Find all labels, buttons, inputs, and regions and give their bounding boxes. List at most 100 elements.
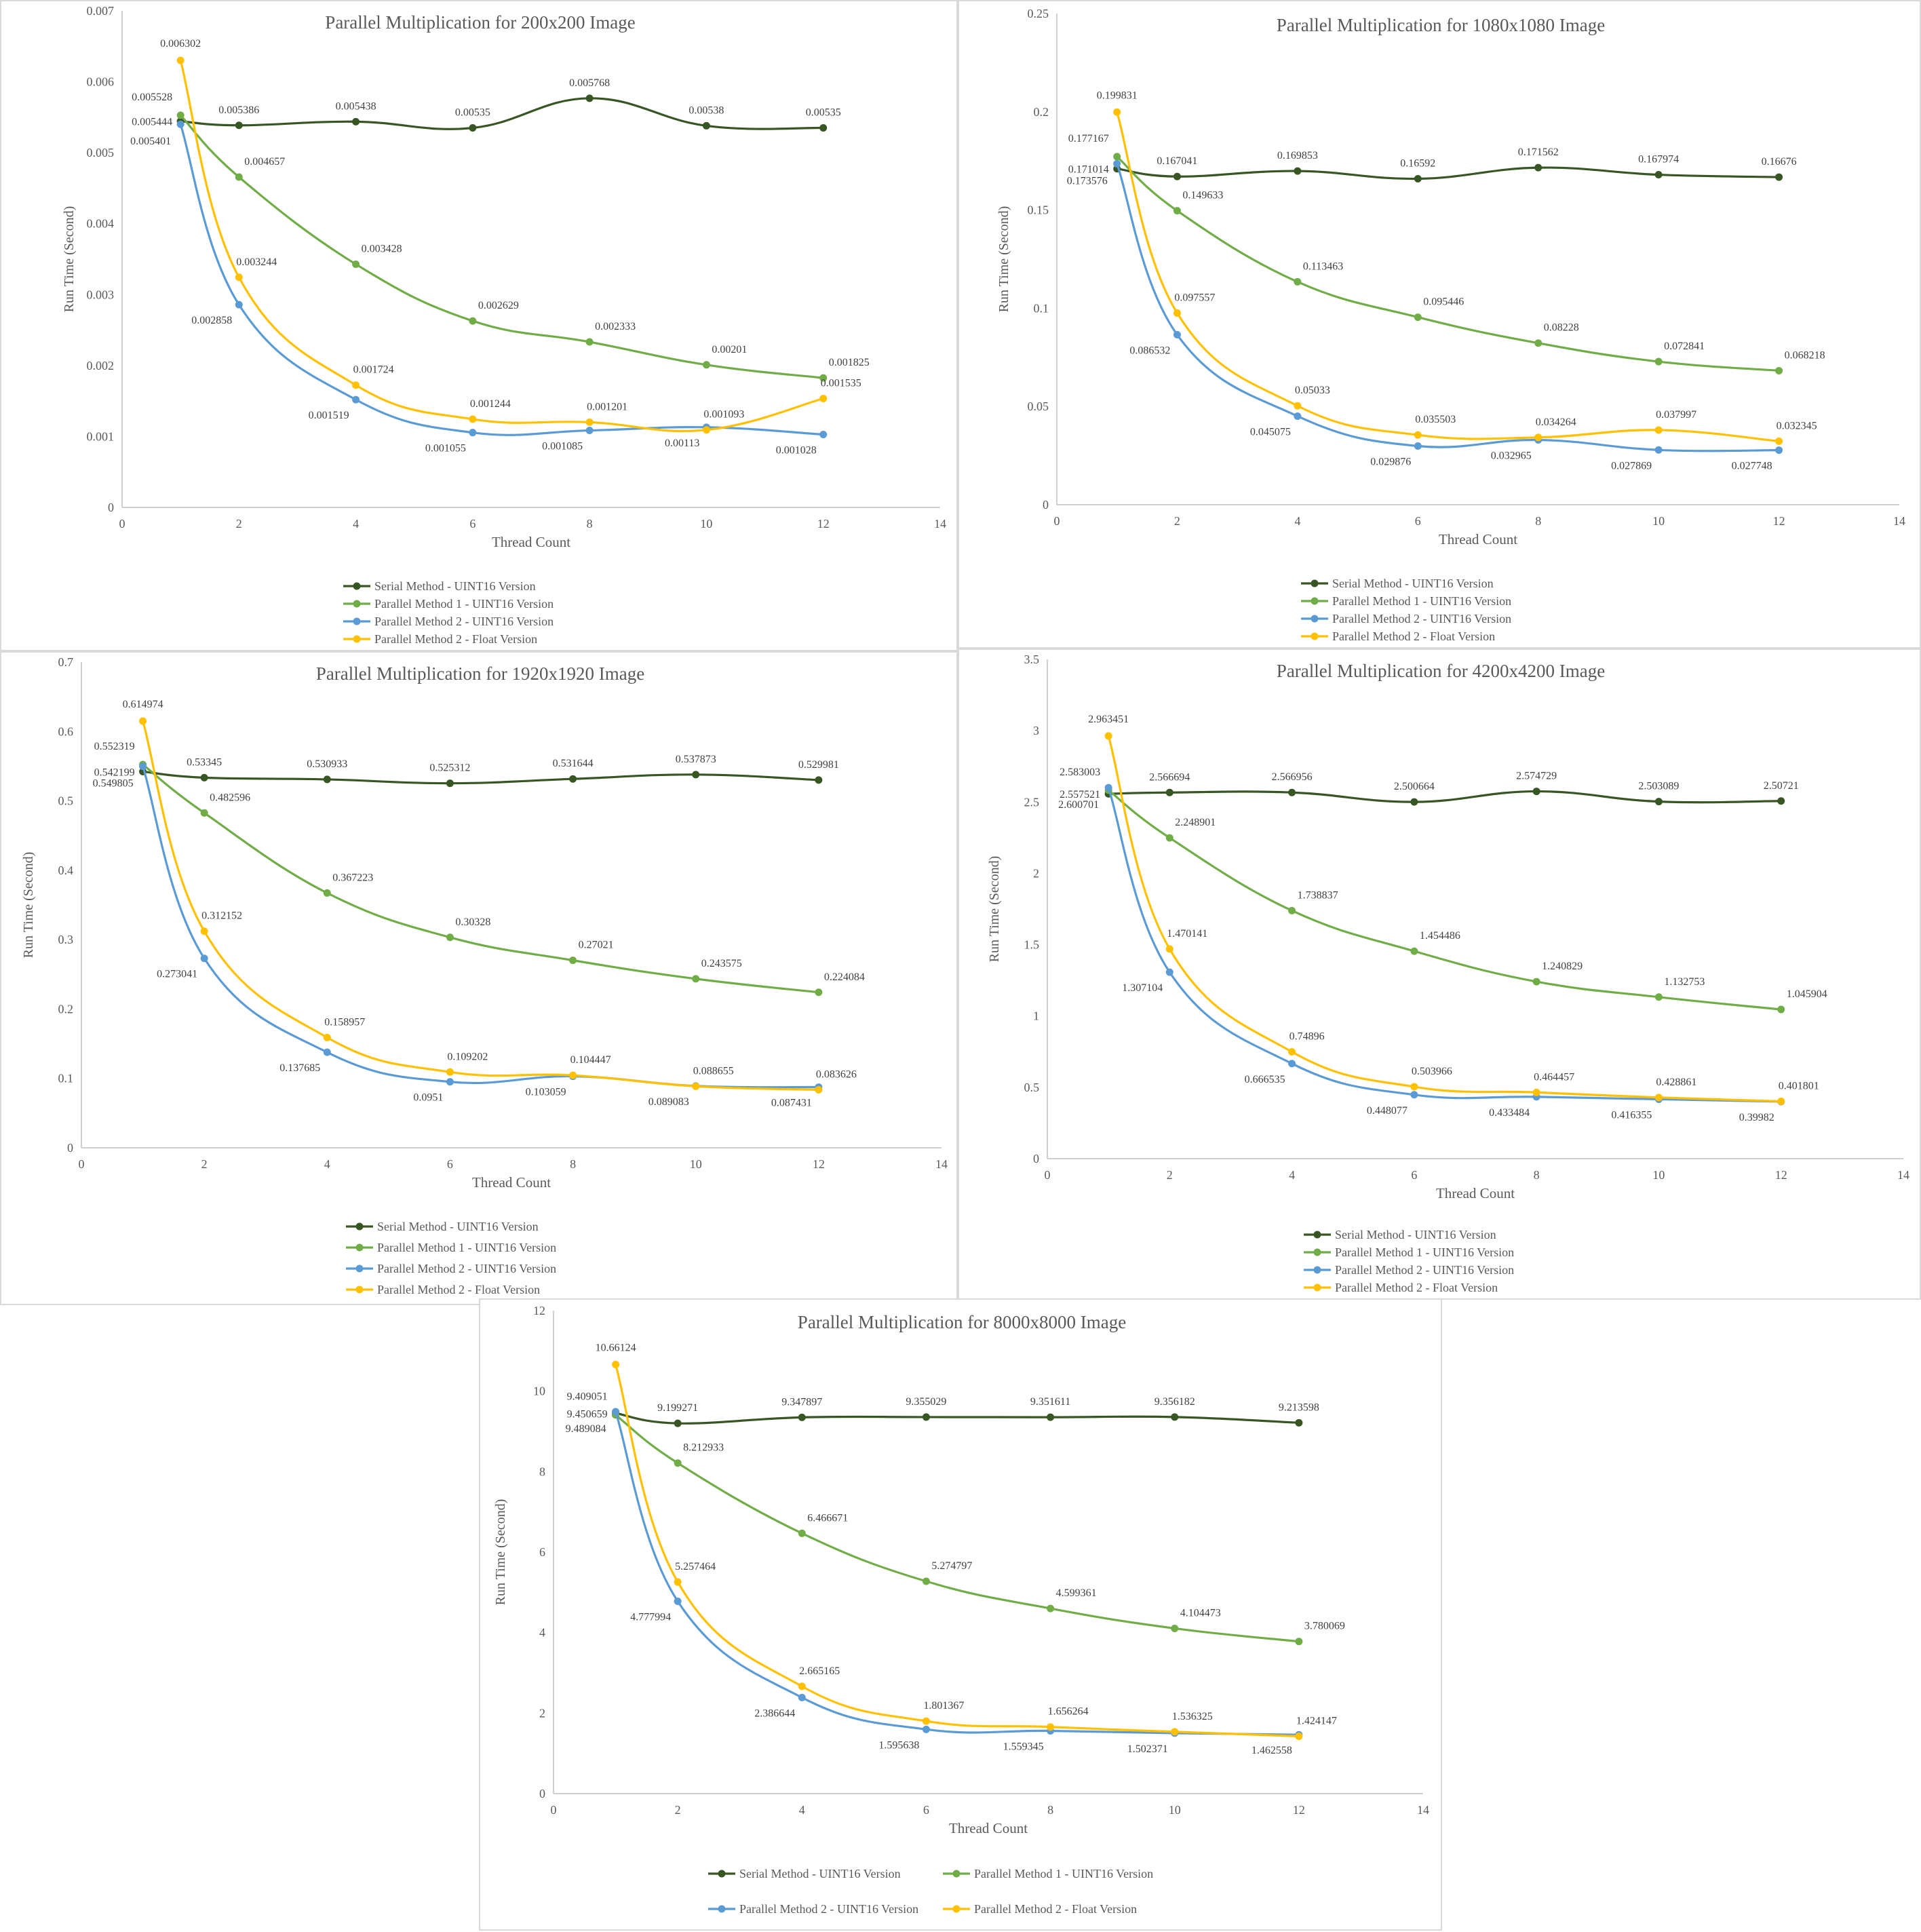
data-point — [922, 1413, 930, 1421]
legend-swatch-marker — [355, 1222, 364, 1231]
data-label: 0.001535 — [821, 377, 861, 389]
data-label: 9.450659 — [567, 1408, 608, 1420]
data-point — [1173, 330, 1181, 339]
data-point — [922, 1577, 930, 1585]
x-tick-label: 14 — [935, 1157, 948, 1171]
data-label: 1.462558 — [1251, 1745, 1292, 1756]
data-label: 0.529981 — [798, 759, 839, 771]
x-tick-label: 0 — [119, 517, 125, 530]
x-tick-label: 2 — [1174, 514, 1180, 528]
data-point — [323, 889, 331, 897]
data-label: 2.963451 — [1088, 714, 1129, 725]
x-tick-label: 14 — [1417, 1803, 1429, 1817]
y-tick-label: 8 — [539, 1465, 545, 1478]
data-label: 9.351611 — [1030, 1396, 1070, 1408]
data-point — [692, 1082, 700, 1090]
data-label: 0.005768 — [569, 77, 610, 89]
data-point — [922, 1725, 930, 1733]
data-point — [798, 1682, 806, 1690]
y-tick-label: 1.5 — [1024, 938, 1040, 952]
x-axis-label: Thread Count — [949, 1820, 1028, 1836]
legend-entry: Parallel Method 2 - Float Version — [1332, 630, 1495, 643]
data-label: 5.257464 — [675, 1561, 716, 1572]
data-point — [1104, 784, 1112, 792]
data-point — [1173, 207, 1181, 215]
data-label: 0.072841 — [1664, 341, 1705, 352]
x-tick-label: 2 — [201, 1157, 208, 1171]
data-point — [200, 954, 208, 963]
data-label: 2.500664 — [1394, 781, 1435, 792]
data-point — [1294, 402, 1302, 410]
chart-panel-4200: Parallel Multiplication for 4200x4200 Im… — [958, 649, 1921, 1300]
data-label: 4.777994 — [630, 1612, 671, 1623]
y-tick-label: 0.007 — [87, 4, 115, 18]
data-point — [1414, 431, 1422, 439]
data-point — [235, 301, 243, 309]
series-line — [615, 1364, 1299, 1738]
chart-panel-1920: Parallel Multiplication for 1920x1920 Im… — [0, 651, 958, 1305]
legend-swatch-marker — [1313, 1283, 1321, 1292]
data-point — [1410, 798, 1418, 806]
chart-title: Parallel Multiplication for 200x200 Imag… — [325, 12, 635, 33]
data-label: 8.212933 — [683, 1442, 724, 1454]
data-point — [569, 957, 577, 965]
y-tick-label: 0.2 — [1034, 105, 1049, 119]
chart-4200: Parallel Multiplication for 4200x4200 Im… — [987, 653, 1909, 1294]
data-label: 2.566694 — [1149, 771, 1190, 783]
data-point — [1654, 358, 1663, 366]
data-label: 2.386644 — [754, 1707, 795, 1719]
data-label: 9.213598 — [1279, 1402, 1319, 1413]
data-label: 0.035503 — [1415, 414, 1456, 425]
data-point — [815, 776, 823, 784]
data-label: 0.001028 — [776, 445, 817, 457]
y-tick-label: 0 — [67, 1141, 73, 1155]
data-label: 0.169853 — [1277, 150, 1318, 161]
data-label: 0.027869 — [1611, 460, 1652, 471]
data-label: 0.006302 — [160, 38, 201, 50]
x-tick-label: 4 — [1289, 1168, 1295, 1182]
data-point — [1165, 968, 1173, 976]
legend-entry: Parallel Method 2 - UINT16 Version — [377, 1262, 556, 1275]
legend-swatch-marker — [353, 582, 361, 590]
data-point — [1113, 159, 1121, 168]
data-point — [1775, 366, 1783, 374]
data-label: 2.248901 — [1175, 817, 1216, 828]
legend-entry: Parallel Method 2 - UINT16 Version — [1335, 1263, 1514, 1277]
x-tick-label: 14 — [1897, 1168, 1909, 1182]
data-point — [1288, 788, 1296, 796]
data-label: 0.05033 — [1295, 385, 1330, 396]
series-line — [142, 720, 819, 1091]
data-label: 0.005528 — [132, 92, 172, 103]
x-tick-label: 0 — [79, 1157, 85, 1171]
x-axis-label: Thread Count — [472, 1174, 551, 1191]
data-point — [1047, 1723, 1055, 1731]
data-label: 0.113463 — [1303, 260, 1343, 272]
y-tick-label: 4 — [539, 1626, 545, 1640]
data-label: 0.097557 — [1174, 292, 1215, 303]
data-label: 0.549805 — [93, 778, 134, 790]
data-label: 9.355029 — [906, 1396, 946, 1408]
y-axis-label: Run Time (Second) — [987, 856, 1002, 963]
series-line — [1116, 155, 1779, 372]
y-tick-label: 0.1 — [1034, 301, 1049, 315]
data-point — [446, 1068, 454, 1076]
data-label: 3.780069 — [1304, 1621, 1345, 1632]
data-point — [200, 809, 208, 817]
legend-swatch-marker — [355, 1243, 364, 1252]
data-label: 0.001724 — [353, 364, 394, 376]
x-tick-label: 8 — [1047, 1803, 1053, 1817]
legend-swatch-marker — [1313, 1231, 1321, 1239]
data-point — [674, 1459, 682, 1467]
y-axis-label: Run Time (Second) — [62, 206, 77, 313]
legend-entry: Parallel Method 1 - UINT16 Version — [377, 1241, 556, 1254]
legend-entry: Serial Method - UINT16 Version — [374, 579, 536, 593]
data-label: 0.032345 — [1777, 420, 1817, 431]
y-tick-label: 0.25 — [1028, 7, 1049, 20]
legend-swatch-marker — [952, 1870, 960, 1878]
y-tick-label: 0.2 — [58, 1002, 74, 1016]
data-label: 0.068218 — [1785, 349, 1825, 361]
data-point — [674, 1598, 682, 1606]
data-point — [1171, 1413, 1179, 1421]
x-tick-label: 4 — [353, 517, 359, 530]
x-tick-label: 14 — [1893, 514, 1905, 528]
